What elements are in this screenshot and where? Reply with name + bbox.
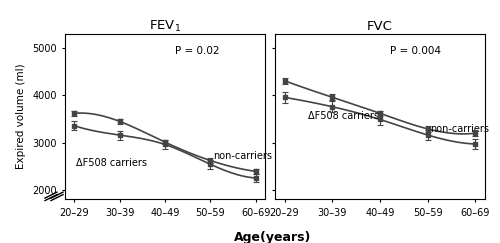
Title: FVC: FVC [367, 20, 393, 33]
Text: ΔF508 carriers: ΔF508 carriers [308, 111, 380, 121]
Text: Age(years): Age(years) [234, 231, 311, 243]
Title: FEV$_1$: FEV$_1$ [149, 19, 181, 34]
Text: P = 0.02: P = 0.02 [175, 46, 220, 56]
Text: ΔF508 carriers: ΔF508 carriers [76, 158, 148, 168]
Text: non-carriers: non-carriers [430, 124, 489, 134]
Text: non-carriers: non-carriers [212, 151, 272, 161]
Text: P = 0.004: P = 0.004 [390, 46, 442, 56]
Y-axis label: Expired volume (ml): Expired volume (ml) [16, 64, 26, 169]
